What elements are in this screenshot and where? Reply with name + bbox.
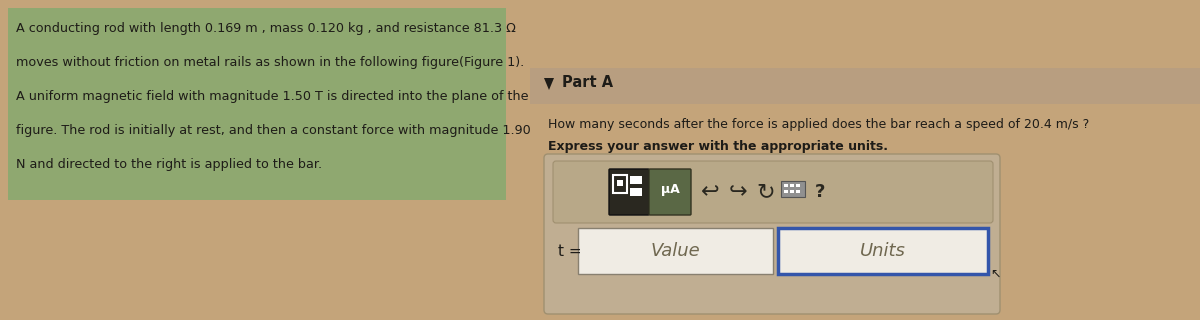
Text: moves without friction on metal rails as shown in the following figure(Figure 1): moves without friction on metal rails as… <box>16 56 524 69</box>
Bar <box>613 175 628 193</box>
Polygon shape <box>544 78 554 90</box>
Text: ↪: ↪ <box>728 182 748 202</box>
FancyBboxPatch shape <box>649 169 691 215</box>
Text: ?: ? <box>815 183 826 201</box>
Text: How many seconds after the force is applied does the bar reach a speed of 20.4 m: How many seconds after the force is appl… <box>548 118 1090 131</box>
Text: Part A: Part A <box>562 75 613 90</box>
Text: t =: t = <box>558 244 582 259</box>
FancyBboxPatch shape <box>578 228 773 274</box>
FancyBboxPatch shape <box>778 228 988 274</box>
Text: N and directed to the right is applied to the bar.: N and directed to the right is applied t… <box>16 158 322 171</box>
Text: Units: Units <box>860 242 906 260</box>
Text: A uniform magnetic field with magnitude 1.50 T is directed into the plane of the: A uniform magnetic field with magnitude … <box>16 90 528 103</box>
Text: µA: µA <box>661 183 679 196</box>
Bar <box>617 180 623 186</box>
FancyBboxPatch shape <box>610 169 649 215</box>
Text: Express your answer with the appropriate units.: Express your answer with the appropriate… <box>548 140 888 153</box>
Bar <box>796 184 800 187</box>
FancyBboxPatch shape <box>530 68 1200 104</box>
Text: Value: Value <box>650 242 701 260</box>
Text: figure. The rod is initially at rest, and then a constant force with magnitude 1: figure. The rod is initially at rest, an… <box>16 124 530 137</box>
Bar <box>790 190 794 193</box>
Text: ↖: ↖ <box>990 268 1001 281</box>
FancyBboxPatch shape <box>8 8 506 200</box>
FancyBboxPatch shape <box>781 181 805 197</box>
Bar <box>796 190 800 193</box>
Bar <box>630 188 642 196</box>
Text: ↻: ↻ <box>757 182 775 202</box>
Text: ↩: ↩ <box>701 182 719 202</box>
Text: A conducting rod with length 0.169 m , mass 0.120 kg , and resistance 81.3 Ω: A conducting rod with length 0.169 m , m… <box>16 22 516 35</box>
Bar <box>784 190 788 193</box>
FancyBboxPatch shape <box>544 154 1000 314</box>
Bar <box>784 184 788 187</box>
Bar <box>790 184 794 187</box>
FancyBboxPatch shape <box>553 161 994 223</box>
Bar <box>630 176 642 184</box>
